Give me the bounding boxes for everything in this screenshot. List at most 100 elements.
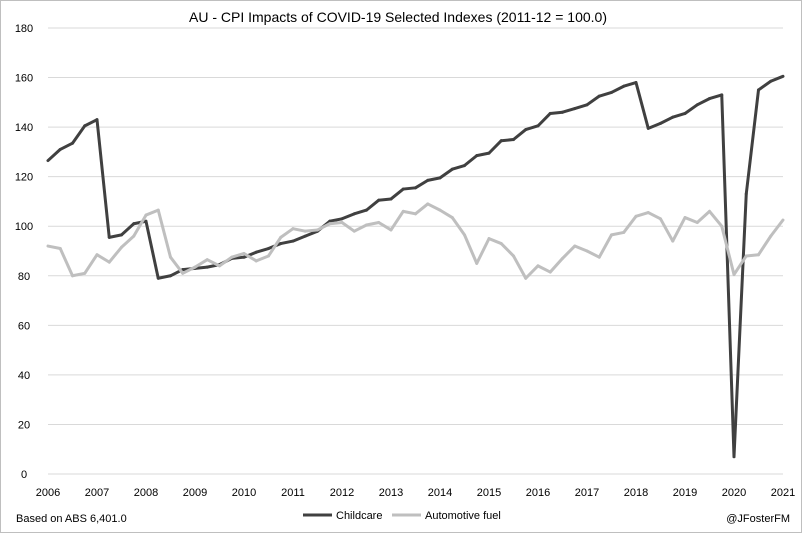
line-segment — [193, 265, 209, 270]
line-segment — [450, 164, 466, 171]
line-segment — [401, 209, 417, 216]
y-tick-label: 160 — [15, 73, 33, 85]
line-segment — [622, 81, 638, 88]
line-segment — [254, 247, 270, 254]
line-segment — [475, 237, 491, 265]
line-segment — [548, 110, 564, 115]
line-segment — [463, 154, 479, 168]
line-segment — [438, 208, 454, 220]
line-segment — [720, 224, 736, 277]
line-segment — [426, 176, 442, 182]
x-tick-label: 2019 — [673, 487, 697, 499]
y-tick-label: 20 — [18, 419, 30, 431]
line-segment — [732, 254, 748, 277]
series-lines — [46, 74, 785, 459]
line-segment — [218, 255, 234, 268]
line-segment — [132, 213, 148, 238]
line-segment — [95, 253, 111, 264]
line-segment — [720, 93, 736, 459]
line-segment — [144, 208, 160, 217]
gridlines — [48, 27, 783, 475]
line-segment — [634, 211, 650, 218]
line-segment — [732, 192, 748, 459]
line-segment — [757, 79, 773, 92]
line-segment — [536, 111, 552, 128]
x-tick-label: 2015 — [477, 487, 501, 499]
series-automotive-fuel — [46, 202, 785, 280]
line-segment — [695, 209, 711, 225]
line-segment — [71, 271, 87, 278]
x-tick-label: 2008 — [134, 487, 158, 499]
line-segment — [769, 218, 785, 238]
y-tick-label: 40 — [18, 370, 30, 382]
legend-label: Childcare — [336, 510, 382, 522]
line-segment — [254, 254, 270, 263]
line-segment — [316, 222, 332, 232]
x-tick-label: 2017 — [575, 487, 599, 499]
line-segment — [610, 230, 626, 237]
line-segment — [475, 151, 491, 158]
line-segment — [487, 139, 503, 155]
line-segment — [597, 90, 613, 98]
y-axis-tick-labels: 0 20 40 60 80 100 120 140 160 180 — [15, 23, 33, 481]
line-segment — [144, 219, 160, 280]
line-segment — [463, 233, 479, 265]
x-tick-label: 2020 — [722, 487, 746, 499]
source-note: Based on ABS 6,401.0 — [16, 513, 127, 525]
line-segment — [352, 223, 368, 233]
line-segment — [291, 227, 307, 233]
line-segment — [438, 167, 454, 180]
line-segment — [487, 237, 503, 246]
line-segment — [156, 274, 172, 280]
line-segment — [340, 212, 356, 221]
line-segment — [646, 121, 662, 130]
line-segment — [659, 217, 675, 243]
line-segment — [646, 211, 662, 221]
line-segment — [95, 118, 111, 239]
line-segment — [83, 118, 99, 128]
line-segment — [340, 221, 356, 233]
line-segment — [585, 94, 601, 107]
x-tick-label: 2014 — [428, 487, 452, 499]
y-tick-label: 180 — [15, 23, 33, 35]
line-segment — [365, 198, 381, 212]
line-segment — [58, 141, 74, 151]
x-tick-label: 2011 — [281, 487, 305, 499]
line-segment — [708, 93, 724, 101]
legend: Childcare Automotive fuel — [303, 510, 501, 522]
line-segment — [389, 187, 405, 201]
line-segment — [524, 264, 540, 280]
line-segment — [499, 242, 515, 258]
line-segment — [230, 251, 246, 259]
line-segment — [230, 255, 246, 260]
line-segment — [279, 227, 295, 239]
line-segment — [46, 147, 62, 163]
line-segment — [499, 138, 515, 143]
line-segment — [573, 244, 589, 253]
line-segment — [622, 214, 638, 234]
line-segment — [524, 124, 540, 132]
x-tick-label: 2007 — [85, 487, 109, 499]
y-tick-label: 80 — [18, 271, 30, 283]
y-tick-label: 60 — [18, 320, 30, 332]
line-segment — [659, 115, 675, 125]
line-segment — [450, 216, 466, 237]
x-tick-label: 2018 — [624, 487, 648, 499]
x-tick-label: 2013 — [379, 487, 403, 499]
line-segment — [279, 239, 295, 246]
line-segment — [401, 186, 417, 191]
line-segment — [328, 217, 344, 223]
line-segment — [512, 128, 528, 141]
line-segment — [132, 219, 148, 226]
line-segment — [536, 264, 552, 274]
x-tick-label: 2009 — [183, 487, 207, 499]
line-segment — [120, 222, 136, 237]
line-segment — [377, 197, 393, 202]
line-segment — [389, 209, 405, 232]
x-tick-label: 2010 — [232, 487, 256, 499]
y-tick-label: 120 — [15, 172, 33, 184]
line-segment — [328, 221, 344, 226]
y-tick-label: 0 — [21, 469, 27, 481]
chart-title: AU - CPI Impacts of COVID-19 Selected In… — [189, 9, 607, 25]
